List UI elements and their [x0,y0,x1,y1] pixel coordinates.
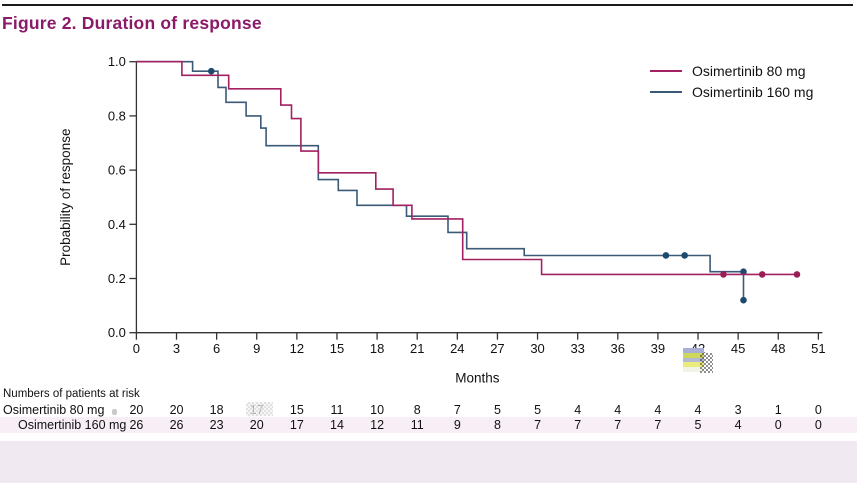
y-tick-label: 0.8 [108,108,126,123]
at-risk-count: 17 [289,418,304,432]
legend-entry-80mg: Osimertinib 80 mg [650,61,813,82]
x-tick-label: 48 [771,341,785,356]
x-tick-label: 9 [253,341,260,356]
at-risk-count: 7 [614,418,622,432]
x-tick-label: 3 [173,341,180,356]
y-axis-title: Probability of response [58,129,73,266]
x-tick-label: 12 [290,341,304,356]
km-curve-osimertinib-80-mg [136,60,799,276]
legend-entry-160mg: Osimertinib 160 mg [650,82,813,103]
at-risk-row-label: Osimertinib 160 mg [18,418,127,432]
at-risk-count: 11 [330,403,344,417]
at-risk-count: 4 [654,403,662,417]
at-risk-count: 0 [814,403,822,417]
censor-dot [720,271,727,278]
at-risk-header: Numbers of patients at risk [3,388,140,400]
at-risk-count: 4 [694,403,702,417]
at-risk-count: 4 [734,418,742,432]
at-risk-count: 15 [289,403,304,417]
km-curve-osimertinib-160-mg [136,60,745,301]
at-risk-count: 4 [614,403,622,417]
legend-label-80mg: Osimertinib 80 mg [692,63,806,80]
y-tick-label: 1.0 [108,54,126,69]
x-tick-label: 24 [450,341,464,356]
small-gray-artifact [112,409,117,415]
at-risk-row-80mg: Osimertinib 80 mg 2020181715111087554444… [0,402,857,417]
at-risk-count: 7 [574,418,582,432]
mosaic-artifact-over-risk-count [246,402,273,416]
top-divider [2,4,853,6]
x-tick-label: 51 [811,341,825,356]
at-risk-count: 7 [654,418,662,432]
at-risk-count: 20 [129,403,144,417]
legend-label-160mg: Osimertinib 160 mg [692,83,814,100]
footnote-band: Duration of response was the number of d… [0,441,857,483]
at-risk-count: 20 [169,403,184,417]
at-risk-count: 14 [330,418,344,432]
x-tick-label: 15 [330,341,344,356]
at-risk-count: 23 [209,418,224,432]
x-tick-label: 36 [611,341,625,356]
legend-line-160mg [650,90,682,93]
at-risk-count: 7 [534,418,542,432]
x-tick-label: 45 [731,341,745,356]
x-tick-label: 6 [213,341,220,356]
at-risk-count: 5 [534,403,542,417]
at-risk-count: 9 [453,418,461,432]
at-risk-count: 8 [413,403,421,417]
at-risk-count: 8 [493,418,501,432]
censor-dot [758,271,766,278]
at-risk-count: 5 [493,403,501,417]
at-risk-count: 26 [169,418,184,432]
at-risk-count: 20 [249,418,264,432]
at-risk-count: 1 [774,403,782,417]
at-risk-count: 10 [370,403,385,417]
at-risk-count: 4 [574,403,582,417]
x-tick-label: 30 [530,341,544,356]
chart-legend: Osimertinib 80 mg Osimertinib 160 mg [650,61,813,102]
at-risk-count: 0 [814,418,822,432]
x-tick-label: 33 [570,341,584,356]
y-tick-label: 0.0 [108,325,126,340]
y-tick-label: 0.2 [108,271,126,286]
at-risk-row-label: Osimertinib 80 mg [3,403,105,417]
censor-dot [793,271,801,278]
at-risk-count: 12 [370,418,385,432]
at-risk-count: 5 [694,418,702,432]
at-risk-count: 3 [734,403,742,417]
censor-dot [740,268,747,276]
at-risk-row-160mg: Osimertinib 160 mg 26 26 23 20 17 14 12 11 9 8 7 7 7… [0,417,857,433]
terminal-dot [740,296,747,304]
at-risk-count: 26 [129,418,144,432]
mosaic-artifact-over-tick-42 [683,348,704,372]
censor-dot [681,252,688,259]
at-risk-count: 18 [209,403,224,417]
at-risk-count: 7 [453,403,461,417]
censor-dot [662,252,670,259]
x-tick-label: 21 [410,341,424,356]
figure-title: Figure 2. Duration of response [2,13,262,33]
at-risk-count: 0 [774,418,782,432]
x-tick-label: 27 [490,341,504,356]
x-tick-label: 18 [370,341,384,356]
y-tick-label: 0.4 [108,217,126,232]
y-tick-label: 0.6 [108,163,126,178]
at-risk-count: 11 [410,418,424,432]
censor-dot [207,67,215,75]
x-tick-label: 0 [133,341,140,356]
x-axis-title: Months [455,371,500,386]
x-tick-label: 39 [651,341,665,356]
dither-artifact-over-tick-42 [700,353,713,373]
legend-line-80mg [650,70,682,73]
